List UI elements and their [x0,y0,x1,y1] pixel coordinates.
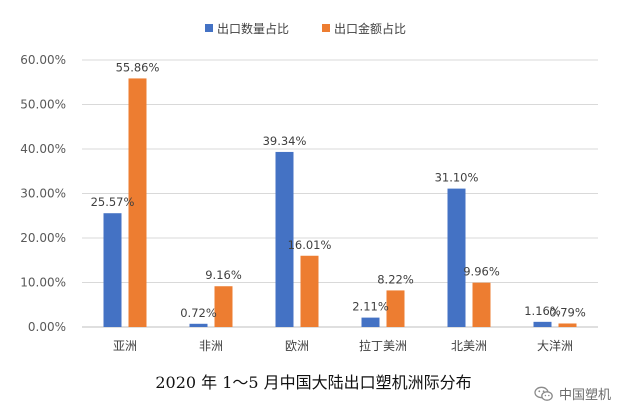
y-tick-label: 10.00% [20,276,66,290]
chart-caption: 2020 年 1～5 月中国大陆出口塑机洲际分布 [155,373,472,392]
data-labels: 25.57% 55.86% 0.72% 9.16% 39.34% 16.01% 2.11% 8… [91,60,586,319]
gridlines [82,59,598,328]
watermark: 中国塑机 [534,384,611,403]
watermark-text: 中国塑机 [558,388,611,403]
category-label: 大洋洲 [537,338,573,353]
legend-swatch [205,24,213,32]
data-label: 9.16% [205,268,242,282]
category-label: 北美洲 [451,339,487,353]
data-label: 16.01% [288,238,332,252]
bars [103,78,577,327]
bar-export-quantity [189,323,208,327]
y-tick-label: 30.00% [20,187,66,201]
category-label: 拉丁美洲 [359,338,407,353]
data-label: 55.86% [116,60,160,74]
y-tick-label: 0.00% [28,320,66,334]
data-label: 31.10% [435,171,479,185]
bar-export-value [214,286,233,327]
data-label: 25.57% [91,195,135,209]
bar-export-value [558,323,577,327]
bar-export-quantity [361,317,380,327]
bar-export-quantity [533,321,552,327]
y-tick-label: 60.00% [20,53,66,67]
bar-chart: 0.00% 10.00% 20.00% 30.00% 40.00% 50.00% 60.00… [20,21,598,353]
bar-export-quantity [447,188,466,327]
bar-export-value [386,290,405,327]
bar-export-value [300,255,319,327]
bar-export-value [472,282,491,327]
category-label: 亚洲 [113,339,137,353]
data-label: 1.16% [524,304,561,318]
y-tick-label: 40.00% [20,142,66,156]
data-label: 0.79% [549,305,586,319]
bar-export-quantity [275,151,294,327]
data-label: 9.96% [463,265,500,279]
bar-export-quantity [103,213,122,327]
wechat-icon [534,386,553,401]
category-label: 非洲 [199,339,223,353]
legend-swatch [322,24,330,32]
data-label: 8.22% [377,272,414,286]
data-label: 2.11% [352,300,389,314]
y-tick-label: 20.00% [20,231,66,245]
category-label: 欧洲 [285,339,309,353]
legend: 出口数量占比 出口金额占比 [205,21,406,36]
bar-export-value [128,78,147,327]
legend-label: 出口金额占比 [334,21,406,36]
y-axis-tick-labels: 0.00% 10.00% 20.00% 30.00% 40.00% 50.00% 60.00… [20,53,66,334]
y-tick-label: 50.00% [20,98,66,112]
legend-label: 出口数量占比 [217,21,289,36]
data-label: 39.34% [263,134,307,148]
x-axis-category-labels: 亚洲 非洲 欧洲 拉丁美洲 北美洲 大洋洲 [113,338,573,353]
data-label: 0.72% [180,306,217,320]
